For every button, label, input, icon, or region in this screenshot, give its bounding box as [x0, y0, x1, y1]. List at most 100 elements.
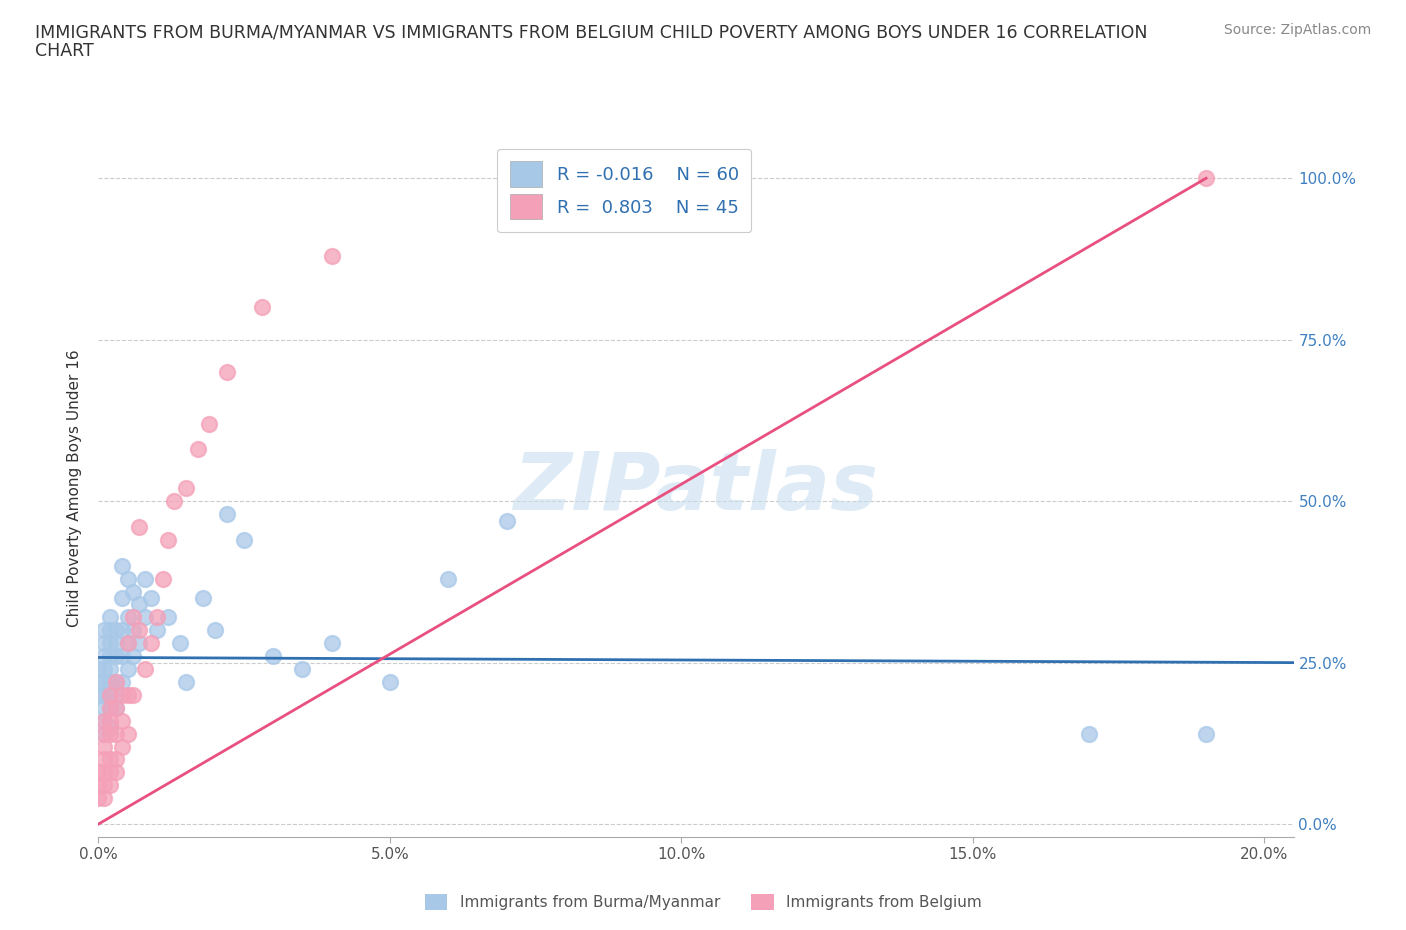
Point: [134, 661, 156, 676]
Point: [111, 674, 134, 689]
Point: [378, 674, 401, 689]
Text: CHART: CHART: [35, 42, 94, 60]
Point: [139, 591, 162, 605]
Point: [117, 610, 139, 625]
Point: [204, 623, 226, 638]
Point: [87, 661, 110, 676]
Point: [98, 700, 121, 715]
Point: [111, 687, 134, 702]
Point: [98, 687, 121, 702]
Point: [93, 752, 115, 767]
Point: [87, 777, 110, 792]
Point: [321, 636, 343, 651]
Point: [117, 571, 139, 586]
Point: [98, 674, 121, 689]
Point: [87, 687, 110, 702]
Point: [157, 610, 180, 625]
Point: [198, 417, 221, 432]
Point: [1195, 171, 1218, 186]
Point: [321, 248, 343, 263]
Point: [117, 661, 139, 676]
Point: [104, 700, 127, 715]
Point: [128, 636, 150, 651]
Point: [262, 649, 284, 664]
Point: [87, 765, 110, 780]
Point: [134, 610, 156, 625]
Point: [122, 649, 145, 664]
Point: [93, 713, 115, 728]
Point: [104, 649, 127, 664]
Point: [98, 687, 121, 702]
Point: [117, 636, 139, 651]
Point: [104, 726, 127, 741]
Point: [128, 597, 150, 612]
Point: [87, 790, 110, 805]
Point: [250, 300, 273, 315]
Point: [98, 752, 121, 767]
Point: [93, 726, 115, 741]
Point: [128, 520, 150, 535]
Point: [104, 636, 127, 651]
Point: [98, 649, 121, 664]
Point: [93, 713, 115, 728]
Point: [104, 687, 127, 702]
Point: [1078, 726, 1101, 741]
Point: [93, 674, 115, 689]
Point: [111, 649, 134, 664]
Point: [193, 591, 215, 605]
Point: [98, 713, 121, 728]
Point: [174, 481, 197, 496]
Point: [93, 687, 115, 702]
Point: [111, 713, 134, 728]
Text: Source: ZipAtlas.com: Source: ZipAtlas.com: [1223, 23, 1371, 37]
Point: [98, 610, 121, 625]
Point: [1195, 726, 1218, 741]
Point: [122, 584, 145, 599]
Point: [145, 610, 167, 625]
Point: [98, 661, 121, 676]
Point: [93, 623, 115, 638]
Legend: R = -0.016    N = 60, R =  0.803    N = 45: R = -0.016 N = 60, R = 0.803 N = 45: [498, 149, 751, 232]
Point: [104, 623, 127, 638]
Point: [93, 726, 115, 741]
Text: IMMIGRANTS FROM BURMA/MYANMAR VS IMMIGRANTS FROM BELGIUM CHILD POVERTY AMONG BOY: IMMIGRANTS FROM BURMA/MYANMAR VS IMMIGRA…: [35, 23, 1147, 41]
Point: [98, 777, 121, 792]
Point: [111, 623, 134, 638]
Point: [111, 591, 134, 605]
Point: [157, 533, 180, 548]
Y-axis label: Child Poverty Among Boys Under 16: Child Poverty Among Boys Under 16: [67, 350, 83, 627]
Point: [437, 571, 460, 586]
Point: [93, 777, 115, 792]
Point: [98, 765, 121, 780]
Point: [122, 687, 145, 702]
Point: [117, 636, 139, 651]
Point: [139, 636, 162, 651]
Point: [215, 365, 238, 379]
Point: [291, 661, 314, 676]
Point: [111, 739, 134, 754]
Point: [93, 700, 115, 715]
Point: [93, 765, 115, 780]
Point: [128, 623, 150, 638]
Point: [134, 571, 156, 586]
Point: [93, 739, 115, 754]
Point: [169, 636, 191, 651]
Point: [104, 700, 127, 715]
Point: [215, 507, 238, 522]
Point: [104, 674, 127, 689]
Point: [93, 649, 115, 664]
Point: [98, 700, 121, 715]
Point: [163, 494, 186, 509]
Point: [104, 674, 127, 689]
Point: [152, 571, 174, 586]
Point: [122, 623, 145, 638]
Point: [93, 661, 115, 676]
Point: [104, 752, 127, 767]
Legend: Immigrants from Burma/Myanmar, Immigrants from Belgium: Immigrants from Burma/Myanmar, Immigrant…: [418, 886, 988, 918]
Point: [93, 790, 115, 805]
Point: [98, 636, 121, 651]
Point: [122, 610, 145, 625]
Point: [104, 765, 127, 780]
Point: [98, 720, 121, 735]
Point: [495, 513, 517, 528]
